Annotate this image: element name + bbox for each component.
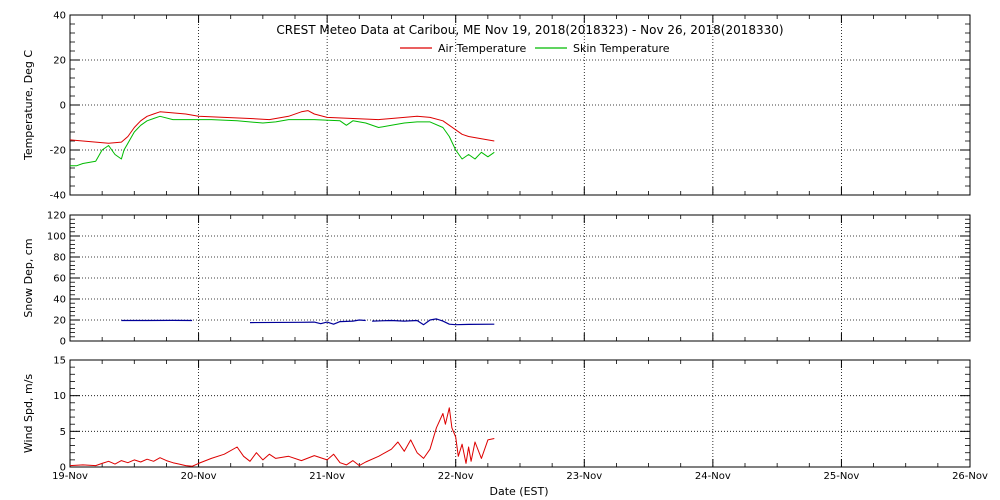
panel-2: 0 20 40 60 80 100 120 Snow Dep, cm [22, 211, 971, 348]
y-tick-label: 100 [47, 232, 66, 243]
y-tick-label: 5 [60, 427, 66, 438]
chart-title: CREST Meteo Data at Caribou, ME Nov 19, … [276, 23, 783, 37]
series-line-1 [69, 407, 495, 467]
chart-panels: -40 -20 0 20 40 Temperature, Deg C Air Tempera… [22, 11, 988, 483]
y-tick-label: -40 [50, 191, 66, 202]
series-line-2 [70, 115, 495, 167]
y-axis-label: Wind Spd, m/s [22, 374, 35, 454]
x-axis-label: Date (EST) [489, 485, 548, 498]
x-tick-label: 24-Nov [695, 471, 731, 482]
x-tick-label: 19-Nov [52, 471, 88, 482]
legend-label-2: Skin Temperature [573, 42, 670, 55]
y-tick-label: 80 [53, 253, 66, 264]
y-tick-label: 15 [53, 356, 66, 367]
series-segment-3 [372, 318, 495, 326]
y-tick-label: 10 [53, 391, 66, 402]
y-tick-label: 40 [53, 11, 66, 22]
legend: Air Temperature Skin Temperature [400, 42, 670, 55]
y-axis-label: Temperature, Deg C [22, 50, 35, 161]
y-tick-label: 20 [53, 56, 66, 67]
x-tick-label: 25-Nov [823, 471, 859, 482]
y-tick-label: 0 [60, 463, 66, 474]
y-tick-label: 0 [60, 101, 66, 112]
y-tick-label: 0 [60, 337, 66, 348]
y-tick-label: 120 [47, 211, 66, 222]
x-tick-label: 23-Nov [566, 471, 602, 482]
y-axis-label: Snow Dep, cm [22, 238, 35, 317]
x-tick-label: 20-Nov [181, 471, 217, 482]
series-segment-2 [249, 319, 366, 325]
y-tick-label: -20 [50, 146, 66, 157]
y-tick-label: 40 [53, 295, 66, 306]
y-tick-label: 20 [53, 316, 66, 327]
plot-frame [69, 359, 971, 468]
legend-label-1: Air Temperature [438, 42, 527, 55]
panel-1: -40 -20 0 20 40 Temperature, Deg C Air Tempera… [22, 11, 971, 202]
x-tick-label: 26-Nov [952, 471, 988, 482]
x-tick-label: 22-Nov [438, 471, 474, 482]
y-tick-label: 60 [53, 274, 66, 285]
x-tick-label: 21-Nov [309, 471, 345, 482]
series-line-1 [69, 110, 495, 144]
panel-3: 0 5 10 15 Wind Spd, m/s [22, 356, 971, 474]
